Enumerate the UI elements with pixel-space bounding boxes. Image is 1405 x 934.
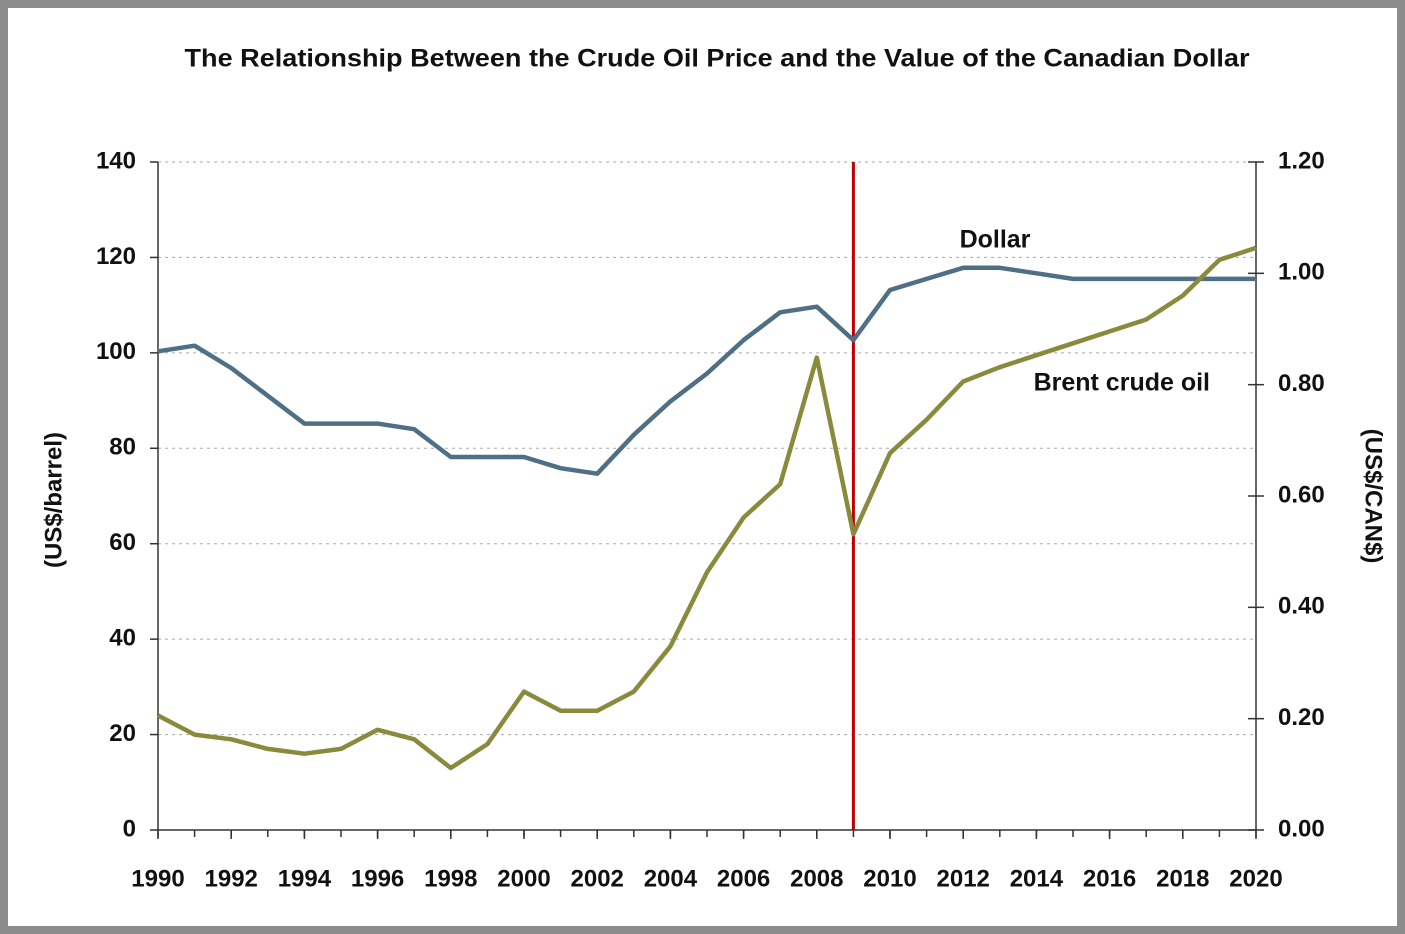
series-line (157, 265, 1256, 476)
x-tick-label: 2000 (497, 865, 550, 892)
y-tick-label: 140 (96, 147, 136, 174)
x-tick-label: 2010 (863, 865, 916, 892)
y2-tick-label: 0.80 (1278, 370, 1325, 397)
x-tick-label: 2014 (1010, 865, 1064, 892)
chart-title: The Relationship Between the Crude Oil P… (185, 45, 1250, 73)
y-tick-label: 120 (96, 243, 136, 270)
y2-axis-label: (US$/CAN$) (1360, 429, 1387, 564)
x-tick-label: 2002 (571, 865, 624, 892)
series-line (156, 245, 1257, 771)
y-tick-label: 0 (123, 815, 136, 842)
x-tick-label: 1996 (351, 865, 404, 892)
x-tick-label: 2004 (644, 865, 698, 892)
series-label: Dollar (960, 226, 1031, 254)
x-tick-label: 1994 (278, 865, 332, 892)
y-tick-label: 20 (109, 720, 136, 747)
y-tick-label: 100 (96, 338, 136, 365)
y-tick-label: 60 (109, 529, 136, 556)
x-tick-label: 2020 (1229, 865, 1282, 892)
y2-tick-label: 0.20 (1278, 704, 1325, 731)
x-tick-label: 1998 (424, 865, 477, 892)
y-axis-label: (US$/barrel) (40, 432, 67, 568)
y2-tick-label: 0.00 (1278, 815, 1325, 842)
x-tick-label: 2008 (790, 865, 843, 892)
x-tick-label: 2012 (937, 865, 990, 892)
y2-tick-label: 0.40 (1278, 593, 1325, 620)
y2-tick-label: 0.60 (1278, 481, 1325, 508)
x-tick-label: 2006 (717, 865, 770, 892)
x-tick-label: 1992 (205, 865, 258, 892)
x-tick-label: 2016 (1083, 865, 1136, 892)
series-label: Brent crude oil (1034, 369, 1210, 397)
x-tick-label: 1990 (131, 865, 184, 892)
y2-tick-label: 1.20 (1278, 147, 1325, 174)
y2-tick-label: 1.00 (1278, 259, 1325, 286)
y-tick-label: 80 (109, 434, 136, 461)
y-tick-label: 40 (109, 624, 136, 651)
x-tick-label: 2018 (1156, 865, 1209, 892)
